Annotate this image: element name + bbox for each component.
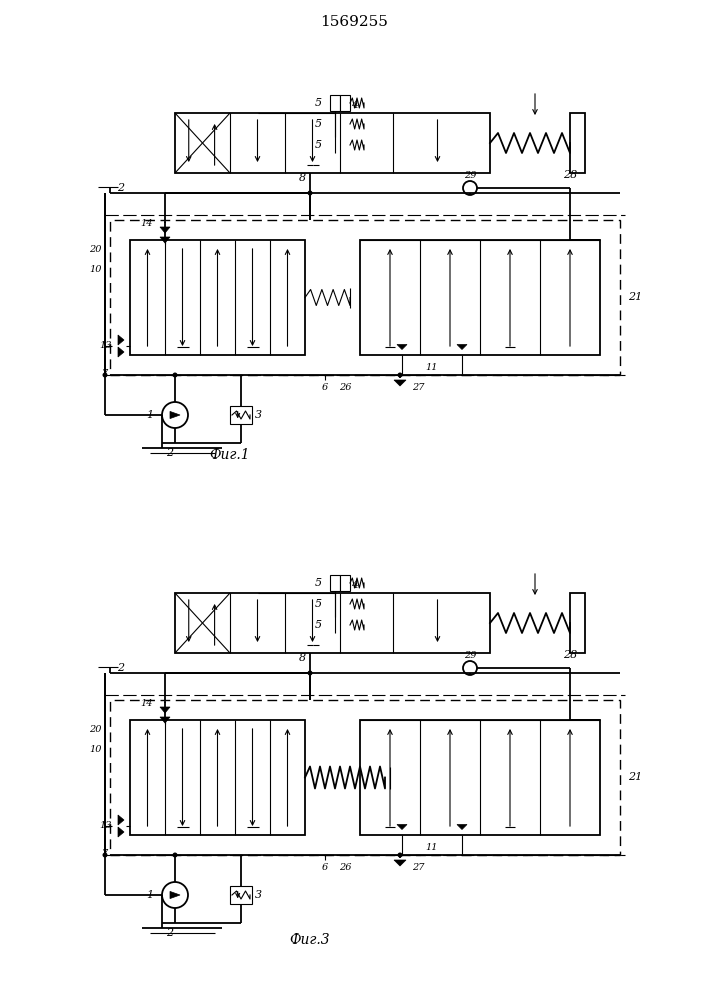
Text: 28: 28 — [563, 170, 577, 180]
Text: 11: 11 — [426, 362, 438, 371]
Bar — [130, 240, 305, 355]
Bar — [330, 137, 340, 153]
Polygon shape — [160, 707, 170, 713]
Bar — [330, 596, 340, 612]
Text: 21: 21 — [628, 772, 642, 782]
Text: 10: 10 — [90, 746, 102, 754]
Bar — [570, 593, 585, 653]
Bar — [360, 720, 600, 835]
Polygon shape — [118, 815, 124, 825]
Bar — [130, 720, 305, 835]
Polygon shape — [457, 344, 467, 350]
Polygon shape — [397, 824, 407, 830]
Text: 5: 5 — [315, 578, 322, 588]
Bar — [110, 700, 620, 855]
Text: 4: 4 — [351, 580, 358, 590]
Text: 5: 5 — [315, 140, 322, 150]
Text: 27: 27 — [411, 862, 424, 871]
Bar — [330, 617, 340, 633]
Text: 1569255: 1569255 — [320, 15, 388, 29]
Polygon shape — [170, 891, 180, 899]
Text: 27: 27 — [411, 382, 424, 391]
Circle shape — [308, 190, 312, 196]
Bar — [230, 406, 252, 424]
Bar — [360, 240, 600, 355]
Circle shape — [173, 372, 177, 377]
Text: 11: 11 — [426, 842, 438, 852]
Text: 26: 26 — [339, 862, 351, 871]
Circle shape — [103, 852, 107, 857]
Text: 29: 29 — [464, 170, 477, 180]
Circle shape — [397, 852, 402, 857]
Polygon shape — [397, 344, 407, 350]
Text: 20: 20 — [90, 245, 102, 254]
Circle shape — [173, 852, 177, 857]
Text: 2: 2 — [166, 448, 173, 458]
Bar — [175, 113, 490, 173]
Text: 13: 13 — [100, 822, 112, 830]
Bar — [175, 593, 490, 653]
Text: Фиг.3: Фиг.3 — [290, 933, 330, 947]
Polygon shape — [118, 335, 124, 345]
Text: 2: 2 — [117, 183, 124, 193]
Text: 3: 3 — [255, 890, 262, 900]
Circle shape — [308, 670, 312, 676]
Polygon shape — [170, 411, 180, 419]
Bar — [110, 220, 620, 375]
Text: 6: 6 — [322, 382, 328, 391]
Polygon shape — [118, 347, 124, 357]
Text: 20: 20 — [90, 726, 102, 734]
Polygon shape — [160, 717, 170, 723]
Polygon shape — [457, 824, 467, 830]
Polygon shape — [394, 380, 406, 386]
Text: Фиг.1: Фиг.1 — [210, 448, 250, 462]
Text: 5: 5 — [315, 98, 322, 108]
Text: 3: 3 — [255, 410, 262, 420]
Text: 2: 2 — [166, 928, 173, 938]
Text: 1: 1 — [146, 890, 153, 900]
Text: 26: 26 — [339, 382, 351, 391]
Bar — [340, 116, 350, 132]
Bar — [330, 116, 340, 132]
Polygon shape — [394, 860, 406, 866]
Text: 8: 8 — [298, 173, 305, 183]
Text: 1: 1 — [146, 410, 153, 420]
Text: 13: 13 — [100, 342, 112, 351]
Circle shape — [397, 372, 402, 377]
Text: 5: 5 — [315, 119, 322, 129]
Text: 8: 8 — [298, 653, 305, 663]
Bar — [230, 886, 252, 904]
Text: 14: 14 — [141, 220, 153, 229]
Text: 29: 29 — [464, 650, 477, 660]
Bar — [340, 617, 350, 633]
Circle shape — [103, 372, 107, 377]
Text: 2: 2 — [117, 663, 124, 673]
Text: 21: 21 — [628, 292, 642, 302]
Bar — [570, 113, 585, 173]
Bar — [340, 596, 350, 612]
Text: 5: 5 — [315, 620, 322, 630]
Text: 28: 28 — [563, 650, 577, 660]
Bar — [330, 95, 340, 111]
Text: 7: 7 — [102, 368, 108, 377]
Text: 14: 14 — [141, 700, 153, 708]
Polygon shape — [160, 237, 170, 243]
Bar — [340, 95, 350, 111]
Bar — [340, 137, 350, 153]
Bar — [340, 575, 350, 591]
Text: 7: 7 — [102, 848, 108, 857]
Polygon shape — [118, 827, 124, 837]
Text: 4: 4 — [351, 100, 358, 110]
Text: 5: 5 — [315, 599, 322, 609]
Polygon shape — [160, 227, 170, 233]
Text: 10: 10 — [90, 265, 102, 274]
Bar — [330, 575, 340, 591]
Text: 6: 6 — [322, 862, 328, 871]
